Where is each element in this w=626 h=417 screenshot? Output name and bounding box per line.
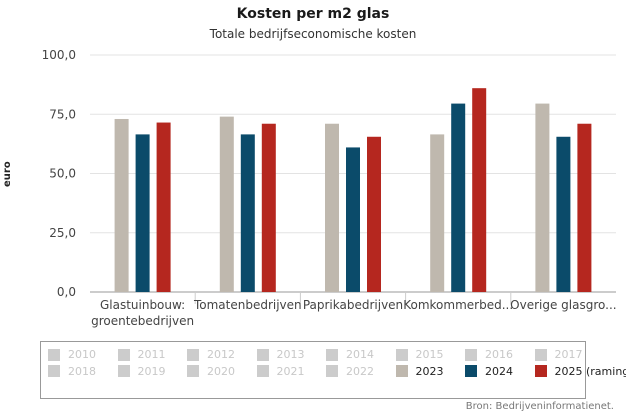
x-tick-label: Komkommerbed...	[403, 298, 513, 312]
y-tick-label: 75,0	[49, 107, 76, 121]
x-tick-label: groentebedrijven	[91, 314, 194, 328]
legend-item-2010[interactable]: 2010	[48, 348, 96, 361]
legend-item-2011[interactable]: 2011	[117, 348, 166, 361]
bar-2024-3[interactable]	[451, 103, 466, 293]
legend-swatch	[395, 365, 408, 377]
legend-swatch	[187, 365, 199, 377]
bar-2023-2[interactable]	[325, 123, 339, 292]
legend-item-2018[interactable]: 2018	[48, 365, 96, 378]
legend-item-2016[interactable]: 2016	[465, 348, 513, 361]
legend-label: 2013	[276, 348, 305, 361]
legend-swatch	[187, 348, 199, 361]
legend-item-2024[interactable]: 2024	[465, 365, 513, 378]
legend-item-2013[interactable]: 2013	[256, 348, 305, 361]
chart-subtitle: Totale bedrijfseconomische kosten	[209, 27, 417, 41]
legend: 2010 2011 2012 2013 2014 2015 2016 2017 2018 2019…	[40, 341, 626, 399]
legend-swatch	[395, 348, 408, 361]
legend-swatch	[326, 365, 338, 377]
bar-2023-3[interactable]	[430, 134, 445, 292]
legend-label: 2010	[68, 348, 96, 361]
bar-2025-2[interactable]	[367, 136, 381, 292]
bar-2025-4[interactable]	[577, 123, 592, 292]
legend-item-2025[interactable]: 2025 (raming)	[534, 364, 626, 378]
y-tick-label: 50,0	[49, 167, 76, 181]
legend-label: 2023	[415, 364, 444, 378]
legend-swatch	[465, 348, 477, 361]
bar-2023-4[interactable]	[535, 103, 550, 293]
legend-swatch	[48, 365, 60, 377]
bar-2024-2[interactable]	[346, 147, 360, 292]
bar-2025-3[interactable]	[472, 88, 487, 293]
legend-label: 2014	[346, 348, 374, 361]
bar-2025-1[interactable]	[261, 123, 276, 292]
chart-title: Kosten per m2 glas	[236, 6, 390, 22]
legend-swatch	[256, 348, 269, 361]
bar-2024-4[interactable]	[556, 136, 571, 292]
legend-label: 2016	[485, 348, 513, 361]
x-tick-label: Glastuinbouw:	[100, 298, 185, 312]
legend-label: 2011	[137, 348, 166, 361]
legend-label: 2020	[207, 364, 235, 378]
bar-2025-0[interactable]	[156, 122, 171, 292]
source-note: Bron: Bedrijveninformatienet.	[465, 401, 614, 412]
bar-2023-1[interactable]	[219, 116, 234, 293]
legend-label: 2019	[137, 364, 166, 378]
legend-label: 2012	[207, 348, 235, 361]
legend-item-2014[interactable]: 2014	[326, 348, 374, 361]
legend-label: 2024	[485, 364, 513, 378]
legend-item-2015[interactable]: 2015	[395, 348, 444, 361]
y-tick-label: 100,0	[42, 48, 76, 62]
y-tick-label: 25,0	[49, 226, 76, 240]
legend-label: 2025 (raming)	[554, 364, 626, 378]
bar-2023-0[interactable]	[114, 118, 129, 293]
legend-label: 2018	[68, 364, 96, 378]
legend-swatch	[326, 348, 338, 361]
legend-label: 2022	[346, 364, 374, 378]
legend-item-2023[interactable]: 2023	[395, 364, 444, 378]
legend-item-2020[interactable]: 2020	[187, 365, 235, 378]
legend-swatch	[117, 365, 130, 377]
x-tick-label: Overige glasgro...	[510, 298, 616, 312]
bar-chart: 0,0 25,0 50,0 75,0 100,0 Glastuinbouw: groente…	[42, 48, 617, 328]
bar-2024-1[interactable]	[240, 134, 255, 292]
legend-item-2022[interactable]: 2022	[326, 365, 374, 378]
legend-item-2012[interactable]: 2012	[187, 348, 235, 361]
legend-swatch	[117, 348, 130, 361]
legend-label: 2021	[276, 364, 305, 378]
legend-item-2017[interactable]: 2017	[534, 348, 583, 361]
legend-swatch	[465, 365, 477, 377]
legend-swatch	[534, 348, 547, 361]
legend-swatch	[534, 365, 547, 377]
x-tick-label: Paprikabedrijven	[303, 298, 403, 312]
legend-item-2019[interactable]: 2019	[117, 364, 166, 378]
legend-item-2021[interactable]: 2021	[256, 364, 305, 378]
legend-label: 2015	[415, 348, 444, 361]
y-tick-label: 0,0	[57, 285, 76, 299]
x-tick-label: Tomatenbedrijven	[193, 298, 302, 312]
legend-swatch	[48, 348, 60, 361]
legend-swatch	[256, 365, 269, 377]
bar-2024-0[interactable]	[135, 134, 150, 292]
legend-label: 2017	[554, 348, 583, 361]
